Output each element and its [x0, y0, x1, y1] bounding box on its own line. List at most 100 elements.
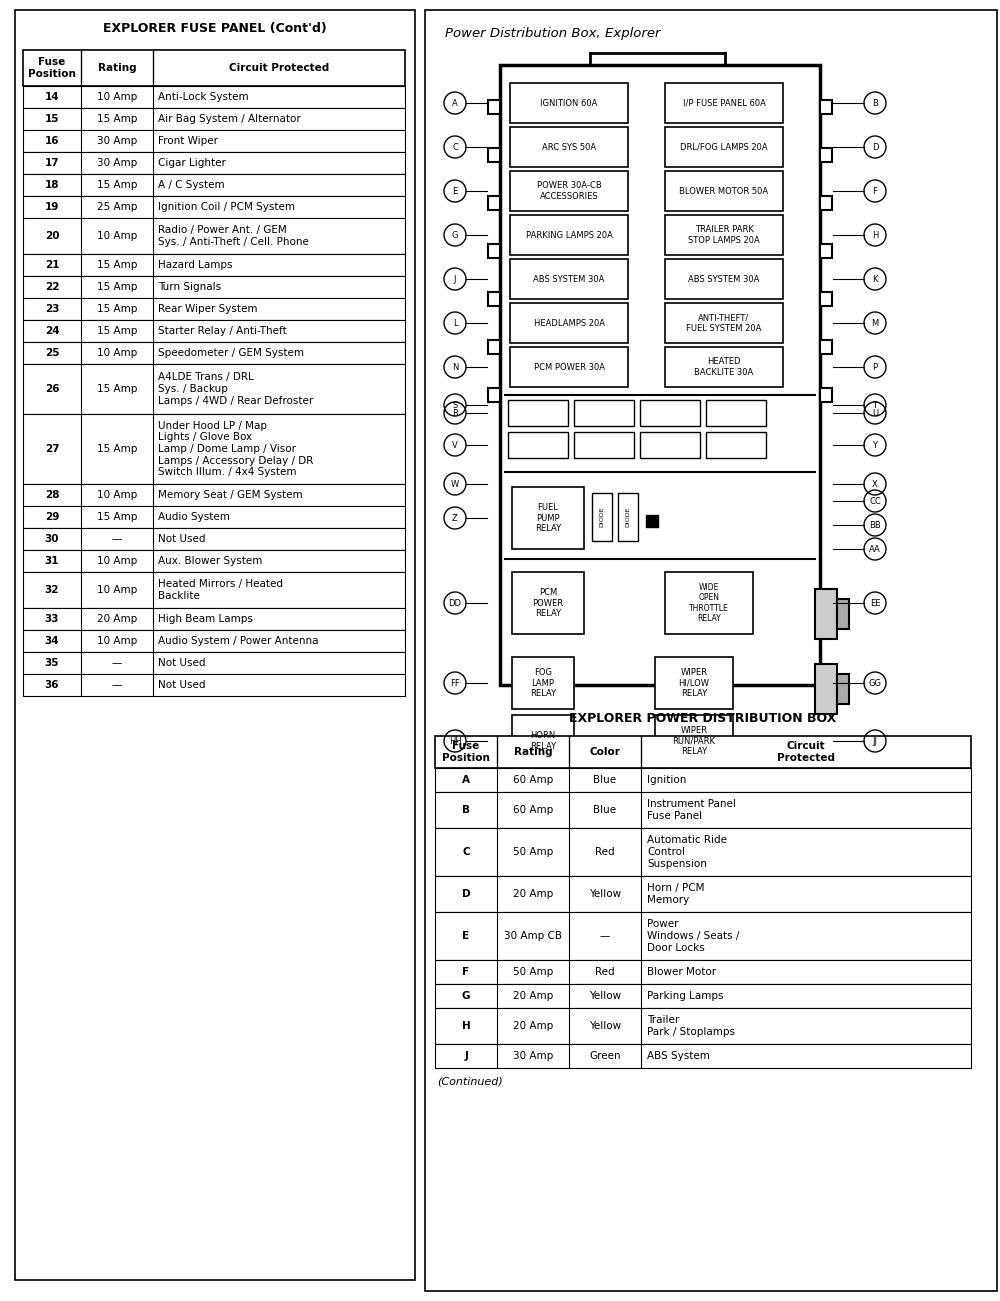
Text: Yellow: Yellow: [589, 889, 621, 899]
Text: 14: 14: [45, 92, 59, 101]
Text: 15 Amp: 15 Amp: [97, 282, 137, 291]
Bar: [23, 652, 405, 674]
Bar: [23, 219, 405, 254]
Text: PCM POWER 30A: PCM POWER 30A: [534, 363, 604, 372]
Text: 30 Amp: 30 Amp: [97, 137, 137, 146]
Text: EXPLORER FUSE PANEL (Cont'd): EXPLORER FUSE PANEL (Cont'd): [103, 22, 327, 35]
Bar: [706, 432, 766, 458]
Text: P: P: [872, 363, 878, 372]
Text: 19: 19: [45, 202, 59, 212]
Text: Yellow: Yellow: [589, 991, 621, 1000]
Text: Turn Signals: Turn Signals: [158, 282, 221, 291]
Text: Audio System: Audio System: [158, 513, 230, 522]
Bar: [23, 276, 405, 298]
Text: 35: 35: [45, 658, 59, 667]
Bar: [500, 65, 820, 686]
Text: K: K: [872, 275, 878, 284]
Text: AA: AA: [869, 545, 881, 553]
Text: Green: Green: [589, 1051, 621, 1062]
Text: 20: 20: [45, 232, 59, 241]
Text: M: M: [871, 319, 879, 328]
Bar: [510, 347, 628, 386]
Text: —: —: [112, 658, 122, 667]
Bar: [23, 550, 405, 572]
Bar: [15, 10, 415, 1280]
Text: A: A: [462, 775, 470, 785]
Text: R: R: [452, 409, 458, 418]
Text: 50 Amp: 50 Amp: [513, 967, 553, 977]
Text: Rating: Rating: [98, 62, 136, 73]
Bar: [23, 152, 405, 174]
Text: FF: FF: [450, 679, 460, 687]
Text: GG: GG: [868, 679, 882, 687]
Bar: [425, 10, 997, 1291]
Text: 28: 28: [45, 490, 59, 500]
Bar: [510, 170, 628, 211]
Text: Under Hood LP / Map
Lights / Glove Box
Lamp / Dome Lamp / Visor
Lamps / Accessor: Under Hood LP / Map Lights / Glove Box L…: [158, 420, 313, 477]
Text: Blue: Blue: [593, 805, 617, 814]
Text: 10 Amp: 10 Amp: [97, 636, 137, 647]
Bar: [512, 487, 584, 549]
Bar: [435, 984, 971, 1008]
Text: 60 Amp: 60 Amp: [513, 775, 553, 785]
Bar: [23, 484, 405, 506]
Text: A4LDE Trans / DRL
Sys. / Backup
Lamps / 4WD / Rear Defroster: A4LDE Trans / DRL Sys. / Backup Lamps / …: [158, 372, 313, 406]
Text: X: X: [872, 480, 878, 488]
Text: Blue: Blue: [593, 775, 617, 785]
Bar: [488, 147, 500, 161]
Text: 18: 18: [45, 180, 59, 190]
Text: H: H: [462, 1021, 470, 1030]
Bar: [510, 83, 628, 124]
Text: EXPLORER POWER DISTRIBUTION BOX: EXPLORER POWER DISTRIBUTION BOX: [569, 712, 837, 725]
Text: Hazard Lamps: Hazard Lamps: [158, 260, 232, 271]
Text: D: D: [872, 143, 878, 151]
Text: I/P FUSE PANEL 60A: I/P FUSE PANEL 60A: [683, 99, 765, 108]
Text: 20 Amp: 20 Amp: [513, 1021, 553, 1030]
Text: 50 Amp: 50 Amp: [513, 847, 553, 857]
Text: Yellow: Yellow: [589, 1021, 621, 1030]
Text: Heated Mirrors / Heated
Backlite: Heated Mirrors / Heated Backlite: [158, 579, 283, 601]
Bar: [23, 298, 405, 320]
Bar: [508, 432, 568, 458]
Bar: [815, 664, 837, 714]
Bar: [655, 657, 733, 709]
Bar: [23, 196, 405, 219]
Bar: [510, 215, 628, 255]
Bar: [435, 792, 971, 827]
Text: Cigar Lighter: Cigar Lighter: [158, 157, 226, 168]
Text: HEATED
BACKLITE 30A: HEATED BACKLITE 30A: [694, 358, 754, 377]
Bar: [488, 195, 500, 209]
Text: Power Distribution Box, Explorer: Power Distribution Box, Explorer: [445, 26, 660, 39]
Bar: [510, 259, 628, 299]
Text: 15 Amp: 15 Amp: [97, 180, 137, 190]
Bar: [510, 303, 628, 343]
Text: IGNITION 60A: IGNITION 60A: [540, 99, 598, 108]
Text: 20 Amp: 20 Amp: [513, 889, 553, 899]
Text: T: T: [872, 401, 878, 410]
Bar: [815, 589, 837, 639]
Text: HORN
RELAY: HORN RELAY: [530, 731, 556, 751]
Text: 10 Amp: 10 Amp: [97, 347, 137, 358]
Bar: [435, 768, 971, 792]
Text: Power
Windows / Seats /
Door Locks: Power Windows / Seats / Door Locks: [647, 920, 739, 952]
Text: TRAILER PARK
STOP LAMPS 20A: TRAILER PARK STOP LAMPS 20A: [688, 225, 760, 245]
Text: J: J: [464, 1051, 468, 1062]
Bar: [574, 432, 634, 458]
Bar: [665, 83, 783, 124]
Text: 10 Amp: 10 Amp: [97, 232, 137, 241]
Bar: [820, 99, 832, 113]
Bar: [646, 515, 658, 527]
Text: 25 Amp: 25 Amp: [97, 202, 137, 212]
Bar: [665, 170, 783, 211]
Text: Red: Red: [595, 847, 615, 857]
Bar: [665, 572, 753, 634]
Bar: [820, 243, 832, 258]
Text: Ignition: Ignition: [647, 775, 686, 785]
Bar: [512, 572, 584, 634]
Text: 15 Amp: 15 Amp: [97, 114, 137, 124]
Text: 15 Amp: 15 Amp: [97, 260, 137, 271]
Text: 20 Amp: 20 Amp: [513, 991, 553, 1000]
Bar: [512, 657, 574, 709]
Text: High Beam Lamps: High Beam Lamps: [158, 614, 253, 624]
Text: G: G: [452, 230, 458, 239]
